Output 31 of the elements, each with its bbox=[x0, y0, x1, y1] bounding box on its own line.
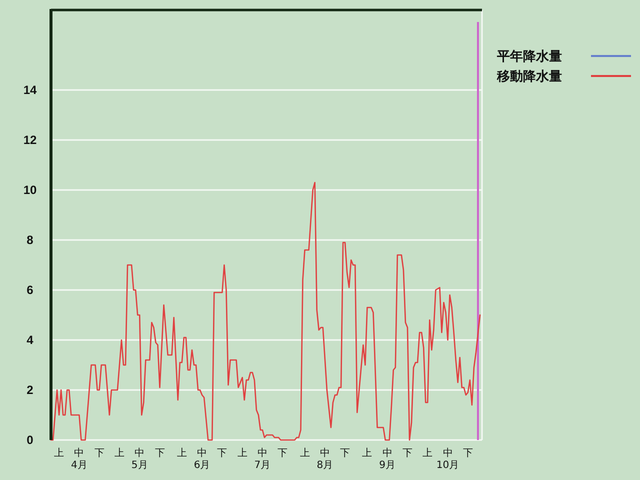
x-tick-label: 下 bbox=[402, 448, 412, 459]
x-tick-label: 下 bbox=[340, 448, 350, 459]
y-tick-label: 2 bbox=[26, 383, 34, 398]
x-tick-label: 中 6月 bbox=[194, 447, 210, 471]
x-tick-label: 下 bbox=[94, 448, 104, 459]
x-tick-label: 中 4月 bbox=[71, 447, 88, 471]
x-tick-label: 中 5月 bbox=[131, 447, 148, 471]
x-tick-label: 中 10月 bbox=[436, 447, 460, 471]
x-tick-label: 上 bbox=[176, 447, 187, 459]
x-tick-label: 上 bbox=[114, 447, 124, 459]
y-tick-label: 4 bbox=[26, 333, 34, 348]
x-tick-label: 上 bbox=[362, 447, 372, 459]
x-tick-label: 下 bbox=[217, 448, 228, 459]
x-tick-label: 上 bbox=[422, 447, 433, 459]
y-tick-label: 8 bbox=[26, 233, 34, 248]
legend-label: 移動降水量 bbox=[496, 70, 562, 85]
x-tick-label: 下 bbox=[462, 448, 473, 459]
y-tick-label: 0 bbox=[26, 433, 34, 448]
x-tick-label: 中 7月 bbox=[254, 447, 271, 471]
x-tick-label: 上 bbox=[300, 447, 310, 459]
y-tick-label: 14 bbox=[23, 83, 37, 98]
x-tick-label: 上 bbox=[237, 447, 248, 459]
x-tick-label: 下 bbox=[154, 448, 165, 459]
x-tick-label: 中 9月 bbox=[379, 447, 396, 471]
x-tick-label: 下 bbox=[278, 448, 288, 459]
legend-label: 平年降水量 bbox=[496, 50, 562, 65]
y-tick-label: 10 bbox=[23, 183, 37, 198]
y-tick-label: 12 bbox=[23, 133, 37, 148]
y-tick-label: 6 bbox=[26, 283, 34, 298]
x-tick-label: 中 8月 bbox=[316, 447, 334, 471]
x-tick-label: 上 bbox=[54, 447, 64, 459]
